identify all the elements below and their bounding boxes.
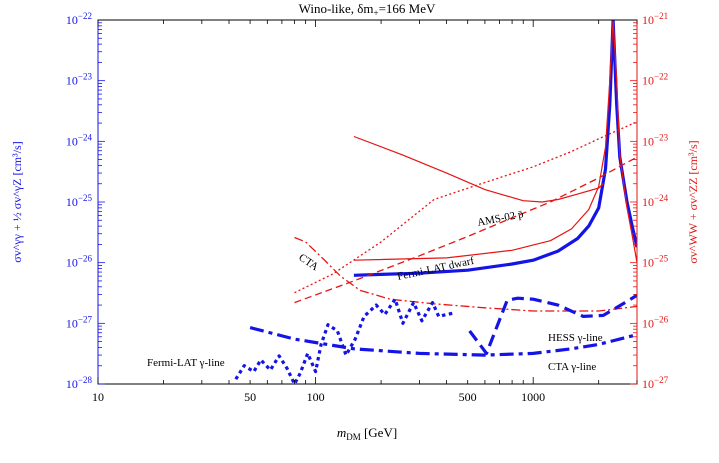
series-line-2 <box>353 135 604 203</box>
ticks-layer <box>97 20 638 385</box>
series-layer <box>234 20 637 384</box>
series-line-6 <box>468 293 637 355</box>
x-tick-label: 50 <box>244 390 256 404</box>
annotation-cta: CTA <box>296 252 320 274</box>
series-line-7 <box>249 326 637 357</box>
annotation-cta-line: CTA γ-line <box>548 361 596 373</box>
left-y-tick-label: 10−23 <box>66 72 93 88</box>
annotation-ams: AMS-02 p̄ <box>476 208 525 229</box>
x-tick-label: 500 <box>459 390 477 404</box>
left-y-tick-label: 10−25 <box>66 193 93 209</box>
ticklabels-layer: 10 50 100 500 1000 10−28 10−27 10−26 10−25 10−24 1… <box>66 11 669 404</box>
series-line-3 <box>294 121 637 294</box>
series-line-5 <box>294 236 637 312</box>
left-y-tick-label: 10−24 <box>66 132 93 148</box>
annotation-hess-line: HESS γ-line <box>548 332 603 344</box>
right-y-tick-label: 10−23 <box>642 132 669 148</box>
x-tick-label: 10 <box>92 390 104 404</box>
series-line-0 <box>353 20 637 277</box>
y-axis-label-left: σv^γγ + ½ σv^γZ [cm³/s] <box>10 141 24 262</box>
right-y-tick-label: 10−25 <box>642 254 669 270</box>
right-y-tick-label: 10−26 <box>642 314 669 330</box>
series-line-4 <box>294 156 637 304</box>
right-y-tick-label: 10−24 <box>642 193 669 209</box>
right-y-tick-label: 10−22 <box>642 72 668 88</box>
chart-title: Wino-like, δm+=166 MeV <box>299 1 436 18</box>
right-y-tick-label: 10−27 <box>642 375 669 391</box>
x-tick-label: 1000 <box>521 390 545 404</box>
left-y-tick-label: 10−22 <box>66 11 92 27</box>
left-y-tick-label: 10−26 <box>66 254 93 270</box>
plot-frame <box>97 19 638 385</box>
right-y-tick-label: 10−21 <box>642 11 668 27</box>
left-y-tick-label: 10−28 <box>66 375 93 391</box>
series-line-8 <box>234 297 456 384</box>
annotation-fermi-line: Fermi-LAT γ-line <box>147 357 225 369</box>
series-line-1 <box>353 20 637 263</box>
x-axis-label: mDM [GeV] <box>337 425 397 442</box>
y-axis-label-right: σv^WW + σv^ZZ [cm³/s] <box>686 140 700 263</box>
x-tick-label: 100 <box>307 390 325 404</box>
left-y-tick-label: 10−27 <box>66 314 93 330</box>
